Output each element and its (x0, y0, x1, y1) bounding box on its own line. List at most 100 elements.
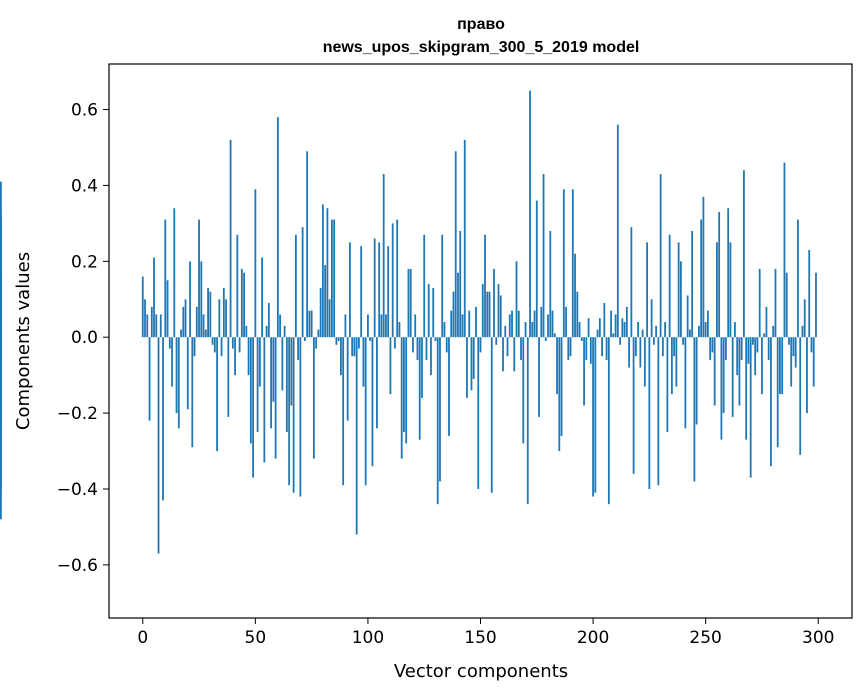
y-tick-label: −0.2 (57, 404, 98, 424)
x-tick-label: 150 (464, 628, 496, 648)
bar (279, 314, 282, 338)
bar (369, 337, 372, 341)
chart-title: право (457, 16, 505, 33)
bar (443, 322, 446, 338)
bar (623, 322, 626, 338)
bar (164, 219, 167, 338)
bar (261, 257, 263, 338)
bar (770, 337, 772, 467)
bar (538, 337, 540, 417)
bar (486, 291, 489, 338)
bar (562, 189, 565, 338)
bar (306, 151, 309, 338)
y-tick-label: 0.6 (71, 101, 98, 121)
bar (529, 90, 531, 338)
bar (272, 337, 275, 402)
bar (531, 322, 534, 338)
bar (353, 337, 356, 357)
bar (335, 337, 338, 345)
bar (432, 287, 435, 338)
bar (657, 337, 660, 486)
bar (540, 306, 543, 338)
bar (808, 249, 811, 338)
bar (378, 242, 381, 338)
bar (245, 325, 248, 338)
bar (754, 337, 757, 376)
bar (767, 337, 770, 360)
bar (204, 329, 207, 338)
bar (0, 242, 2, 338)
bar (698, 325, 700, 338)
bar (803, 299, 806, 338)
bar (574, 253, 576, 338)
bar (412, 337, 414, 353)
bar (695, 337, 698, 425)
bar (749, 337, 752, 478)
bar (324, 265, 327, 338)
bar (389, 337, 392, 395)
bar (247, 337, 250, 376)
bar (195, 306, 198, 338)
bar (481, 284, 484, 338)
bar (693, 337, 696, 482)
plot-frame (108, 63, 853, 619)
bar (168, 337, 171, 349)
bar (184, 299, 187, 338)
bar (794, 337, 797, 368)
bar (594, 337, 597, 493)
bar (650, 299, 653, 338)
bar (407, 268, 410, 338)
bar (641, 329, 644, 338)
bar (752, 337, 754, 345)
bar (569, 337, 572, 357)
bar (504, 325, 507, 338)
bar (416, 337, 419, 360)
bar (684, 337, 687, 429)
bar (682, 337, 685, 345)
bar (544, 337, 547, 341)
bar (256, 337, 259, 433)
bar (294, 234, 297, 338)
bar (240, 268, 243, 338)
bar (630, 227, 633, 338)
bar (315, 337, 318, 349)
bar (797, 219, 799, 338)
bar (0, 337, 2, 425)
bar (533, 310, 536, 338)
bar (283, 325, 286, 338)
bar (470, 337, 473, 391)
bar (252, 337, 254, 478)
bar (576, 291, 579, 338)
bar (716, 242, 718, 338)
bar (427, 284, 430, 338)
bar (243, 272, 245, 338)
bar (227, 337, 230, 417)
bar (772, 325, 775, 338)
bar (222, 287, 225, 338)
bar (551, 310, 554, 338)
bar (403, 337, 405, 433)
bar (736, 337, 739, 376)
bar (484, 234, 486, 338)
x-tick-label: 250 (689, 628, 721, 648)
bar (150, 306, 153, 338)
x-tick-label: 200 (577, 628, 609, 648)
bar (700, 219, 703, 338)
x-tick-label: 300 (802, 628, 834, 648)
bar (506, 337, 509, 357)
bar (344, 314, 347, 338)
bar (792, 337, 795, 357)
bar (734, 322, 736, 338)
bar (670, 337, 673, 395)
bar (371, 337, 374, 467)
bar (229, 139, 232, 338)
bar (236, 234, 239, 338)
bar (387, 246, 390, 338)
bar (396, 219, 399, 338)
bar (186, 337, 189, 410)
bar (376, 337, 378, 429)
bar (209, 291, 212, 338)
bar (349, 242, 351, 338)
bar (763, 333, 766, 338)
